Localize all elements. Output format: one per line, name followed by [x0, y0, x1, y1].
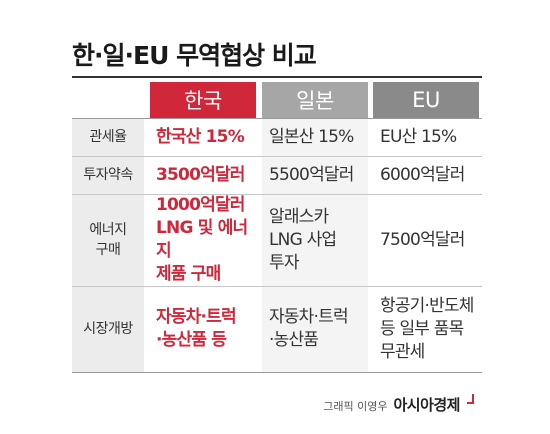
row-separator: [72, 194, 482, 195]
korea-market: 자동차·트럭 ·농산품 등: [156, 307, 237, 350]
row-separator: [72, 286, 482, 287]
row-label-energy: 에너지 구매: [89, 222, 127, 258]
eu-energy: 7500억달러: [380, 229, 465, 250]
row-label-market: 시장개방: [83, 321, 133, 337]
brand-mark-icon: [467, 394, 474, 404]
header-japan: 일본: [262, 82, 368, 118]
label-column-bg: [72, 118, 144, 372]
japan-column-bg: [262, 118, 368, 372]
row-separator: [72, 156, 482, 157]
row-label-tariff: 관세율: [89, 129, 127, 145]
korea-energy: 1000억달러 LNG 및 에너지 제품 구매: [156, 195, 248, 284]
brand-name: 아시아경제: [393, 396, 460, 414]
japan-energy: 알래스카 LNG 사업 투자: [269, 206, 337, 273]
japan-market: 자동차·트럭 ·농산품: [269, 307, 349, 350]
japan-tariff: 일본산 15%: [269, 126, 354, 147]
eu-market: 항공기·반도체 등 일부 품목 무관세: [380, 295, 474, 362]
japan-investment: 5500억달러: [269, 164, 354, 185]
korea-investment: 3500억달러: [156, 164, 245, 185]
eu-tariff: EU산 15%: [380, 126, 457, 147]
korea-tariff: 한국산 15%: [156, 126, 245, 147]
row-separator: [72, 372, 482, 373]
header-korea: 한국: [150, 82, 256, 118]
row-separator: [72, 118, 482, 119]
credit: 그래픽 이영우 아시아경제: [323, 394, 474, 415]
eu-investment: 6000억달러: [380, 164, 465, 185]
row-label-investment: 투자약속: [83, 167, 133, 183]
header-eu: EU: [373, 82, 479, 118]
title: 한·일·EU 무역협상 비교: [72, 41, 317, 70]
title-divider: [72, 76, 482, 78]
graphic-credit: 그래픽 이영우: [323, 400, 388, 413]
